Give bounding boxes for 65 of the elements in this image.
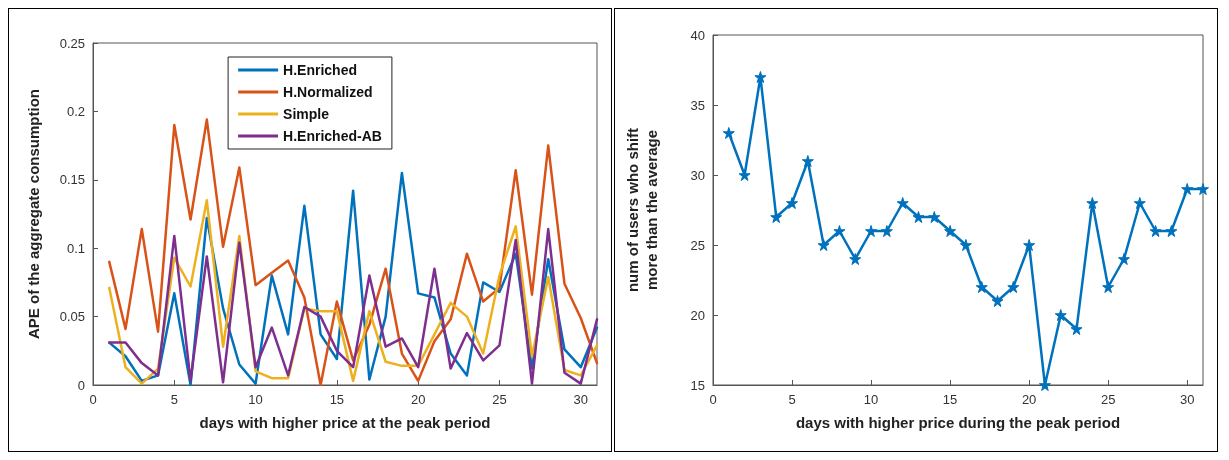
point [944,225,957,237]
x-tick-label: 5 [788,392,796,407]
y-tick-label: 15 [690,377,705,393]
point [880,225,893,237]
x-tick-label: 30 [1179,392,1195,407]
y-axis-title: num of users who shift more than the average [624,127,660,293]
point [1054,309,1067,321]
x-tick-label: 20 [410,392,426,407]
point [1070,323,1083,335]
legend-label: H.Enriched-AB [283,128,382,144]
x-axis-title: days with higher price at the peak period [199,414,491,431]
point [849,253,862,265]
point [991,295,1004,307]
x-tick-label: 0 [89,392,97,407]
line-series [108,227,599,385]
point [1007,281,1020,293]
point [722,127,735,139]
point [975,281,988,293]
point [833,225,846,237]
point [1149,225,1162,237]
point [1197,183,1209,195]
point [786,197,799,209]
y-tick-label: 30 [690,167,705,183]
point [1086,197,1099,209]
x-tick-label: 0 [709,392,717,407]
point [801,155,814,167]
y-tick-label: 35 [690,97,705,113]
x-tick-label: 15 [329,392,345,407]
point [1102,281,1115,293]
x-tick-label: 25 [492,392,507,407]
point [1133,197,1146,209]
y-tick-label: 0.05 [59,309,85,325]
point [1165,225,1178,237]
legend-label: H.Normalized [283,84,373,100]
point [865,225,878,237]
point [754,71,767,83]
x-tick-label: 20 [1021,392,1037,407]
point [770,211,783,223]
point [928,211,941,223]
y-tick-label: 0.25 [59,35,85,51]
point [959,239,972,251]
x-tick-label: 15 [942,392,958,407]
point [1023,239,1036,251]
y-tick-label: 0.15 [59,172,85,188]
x-tick-label: 25 [1100,392,1116,407]
y-tick-label: 20 [690,307,705,323]
point [738,169,751,181]
x-tick-label: 10 [863,392,879,407]
x-tick-label: 5 [170,392,178,407]
point [896,197,909,209]
x-axis-title: days with higher price during the peak period [795,414,1121,431]
y-tick-label: 40 [690,27,705,43]
legend-label: Simple [283,106,330,122]
point [1117,253,1130,265]
y-tick-label: 25 [690,237,705,253]
y-axis-title: APE of the aggregate consumption [25,88,42,340]
point [1181,183,1194,195]
y-tick-label: 0.1 [66,240,85,256]
y-tick-label: 0.2 [66,103,85,119]
x-tick-label: 10 [248,392,263,407]
y-tick-label: 0 [77,377,85,393]
point [912,211,925,223]
legend-label: H.Enriched [283,62,358,78]
point [817,239,830,251]
x-tick-label: 30 [573,392,588,407]
